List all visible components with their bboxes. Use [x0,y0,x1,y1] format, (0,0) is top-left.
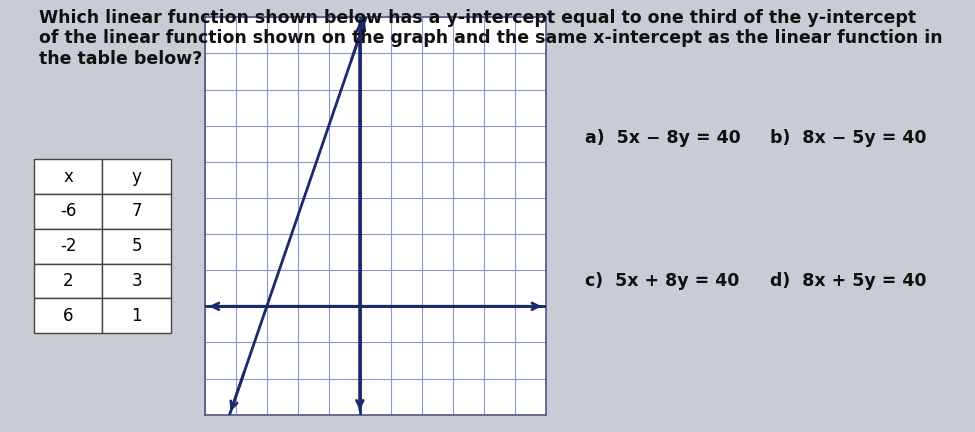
Text: d)  8x + 5y = 40: d) 8x + 5y = 40 [770,272,927,290]
Text: c)  5x + 8y = 40: c) 5x + 8y = 40 [585,272,739,290]
Text: Which linear function shown below has a y-intercept equal to one third of the y-: Which linear function shown below has a … [39,9,943,68]
Text: b)  8x − 5y = 40: b) 8x − 5y = 40 [770,129,927,147]
Text: a)  5x − 8y = 40: a) 5x − 8y = 40 [585,129,741,147]
